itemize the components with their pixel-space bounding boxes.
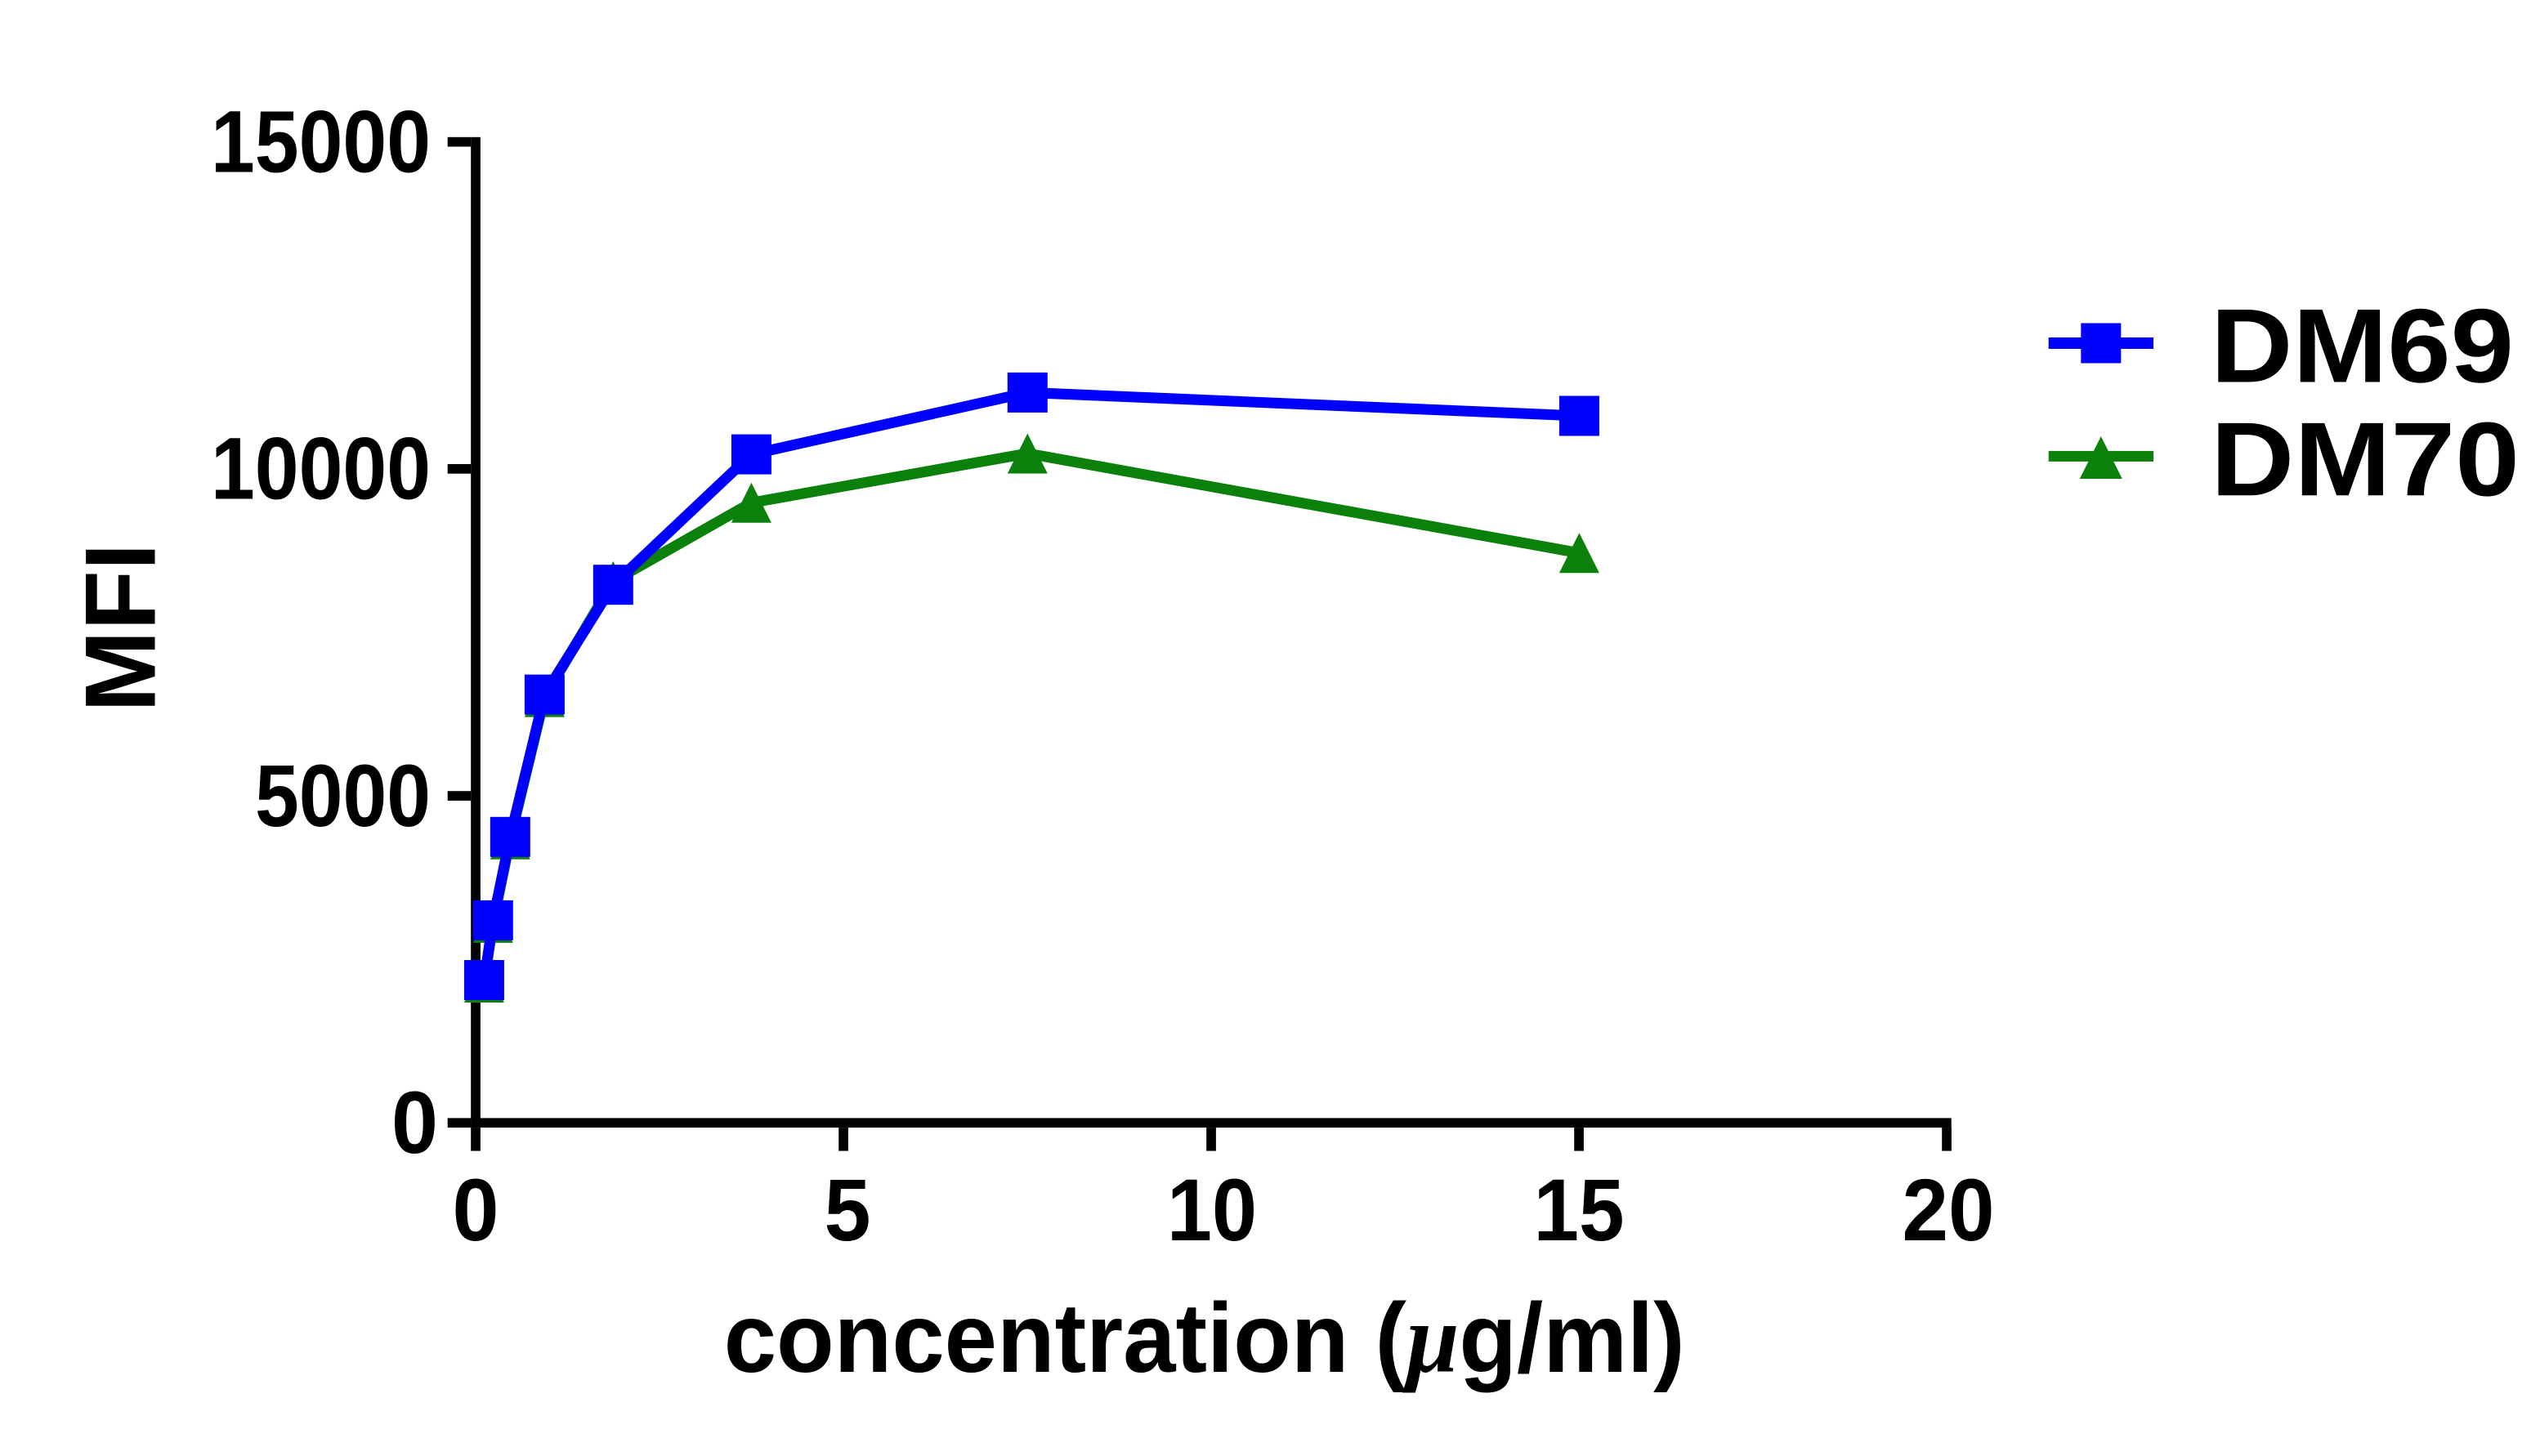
svg-text:0: 0 [453,1161,499,1259]
svg-text:5: 5 [825,1161,871,1259]
svg-text:15000: 15000 [211,92,431,190]
svg-text:20: 20 [1903,1161,1995,1259]
svg-text:10: 10 [1167,1161,1257,1259]
svg-text:5000: 5000 [255,747,431,845]
svg-text:DM70: DM70 [2211,401,2520,518]
svg-text:MFI: MFI [65,543,177,712]
svg-text:concentration (μg/ml): concentration (μg/ml) [724,1282,1685,1394]
svg-text:DM69: DM69 [2211,288,2514,405]
svg-text:10000: 10000 [211,420,431,518]
svg-text:0: 0 [391,1074,438,1172]
svg-text:15: 15 [1534,1161,1625,1259]
